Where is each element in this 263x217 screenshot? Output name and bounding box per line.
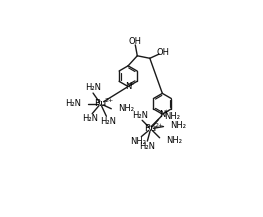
Text: H₂N: H₂N — [139, 142, 155, 151]
Text: N: N — [125, 82, 131, 91]
Text: OH: OH — [129, 37, 142, 46]
Text: H₂N: H₂N — [82, 114, 98, 123]
Text: +: + — [129, 82, 134, 87]
Text: H₂N: H₂N — [132, 111, 148, 120]
Text: NH₂: NH₂ — [130, 137, 146, 146]
Text: NH₂: NH₂ — [166, 136, 182, 145]
Text: Ru: Ru — [145, 124, 157, 133]
Text: NH₂: NH₂ — [170, 121, 186, 130]
Text: H₂N: H₂N — [85, 83, 101, 92]
Text: NH₂: NH₂ — [118, 104, 134, 113]
Text: OH: OH — [157, 48, 170, 57]
Text: 2+: 2+ — [105, 98, 114, 103]
Text: H₂N: H₂N — [100, 117, 116, 126]
Text: 2+: 2+ — [155, 123, 164, 128]
Text: Ru: Ru — [94, 99, 107, 108]
Text: H₂N: H₂N — [65, 99, 81, 108]
Text: +: + — [163, 109, 168, 114]
Text: NH₂: NH₂ — [164, 112, 180, 121]
Text: N: N — [159, 110, 165, 119]
